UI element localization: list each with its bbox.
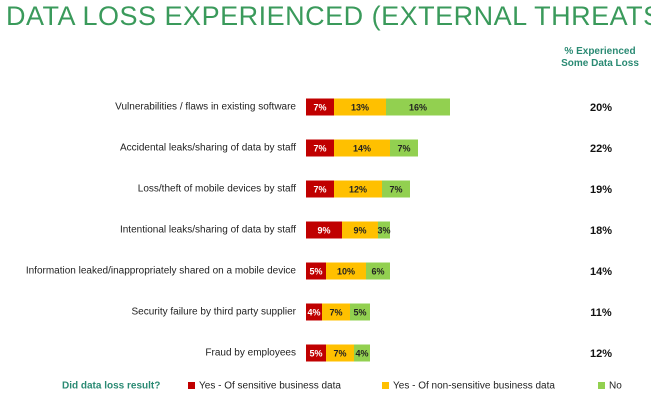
data-label: 16% — [409, 102, 427, 112]
bar-segment — [306, 180, 334, 198]
experienced-value: 19% — [590, 184, 612, 196]
data-label: 5% — [309, 266, 322, 276]
data-label: 5% — [353, 307, 366, 317]
data-label: 4% — [307, 307, 320, 317]
category-label: Loss/theft of mobile devices by staff — [138, 184, 296, 195]
category-label: Accidental leaks/sharing of data by staf… — [120, 143, 296, 154]
bar-segment — [334, 180, 382, 198]
legend-swatch — [598, 382, 605, 389]
data-label: 7% — [397, 143, 410, 153]
bar-segment — [386, 98, 450, 116]
category-label: Intentional leaks/sharing of data by sta… — [120, 225, 296, 236]
category-label: Information leaked/inappropriately share… — [26, 266, 297, 277]
data-label: 7% — [329, 307, 342, 317]
bar-segment — [390, 139, 418, 157]
data-label: 5% — [309, 348, 322, 358]
bar-segment — [322, 303, 350, 321]
data-label: 7% — [389, 184, 402, 194]
data-label: 3% — [377, 225, 390, 235]
data-label: 6% — [371, 266, 384, 276]
category-label: Fraud by employees — [205, 348, 296, 359]
category-label: Vulnerabilities / flaws in existing soft… — [115, 102, 296, 113]
bar-segment — [366, 262, 390, 280]
experienced-value: 20% — [590, 102, 612, 114]
legend-label: Yes - Of non-sensitive business data — [393, 381, 555, 392]
bar-segment — [306, 139, 334, 157]
bar-segment — [306, 98, 334, 116]
experienced-value: 22% — [590, 143, 612, 155]
experienced-value: 18% — [590, 225, 612, 237]
data-label: 10% — [337, 266, 355, 276]
data-label: 9% — [317, 225, 330, 235]
bar-segment — [354, 344, 370, 362]
legend-swatch — [188, 382, 195, 389]
data-label: 12% — [349, 184, 367, 194]
data-label: 7% — [313, 143, 326, 153]
bar-segment — [378, 221, 390, 239]
bar-segment — [306, 221, 342, 239]
data-label: 7% — [313, 102, 326, 112]
data-label: 14% — [353, 143, 371, 153]
legend-swatch — [382, 382, 389, 389]
experienced-value: 11% — [590, 307, 612, 319]
legend-label: No — [609, 381, 622, 392]
bar-segment — [342, 221, 378, 239]
data-label: 7% — [333, 348, 346, 358]
legend-title: Did data loss result? — [62, 381, 160, 392]
bar-segment — [306, 344, 326, 362]
column-header: % Experienced Some Data Loss — [561, 46, 639, 69]
category-label: Security failure by third party supplier — [131, 307, 296, 318]
experienced-value: 14% — [590, 266, 612, 278]
bar-segment — [306, 262, 326, 280]
bar-segment — [350, 303, 370, 321]
bar-segment — [306, 303, 322, 321]
data-label: 7% — [313, 184, 326, 194]
data-label: 13% — [351, 102, 369, 112]
bar-segment — [326, 262, 366, 280]
experienced-value: 12% — [590, 348, 612, 360]
bar-segment — [334, 98, 386, 116]
data-label: 9% — [353, 225, 366, 235]
bar-segment — [382, 180, 410, 198]
data-label: 4% — [355, 348, 368, 358]
legend-label: Yes - Of sensitive business data — [199, 381, 341, 392]
chart-title: DATA LOSS EXPERIENCED (EXTERNAL THREATS) — [6, 1, 651, 31]
bar-segment — [326, 344, 354, 362]
bar-segment — [334, 139, 390, 157]
